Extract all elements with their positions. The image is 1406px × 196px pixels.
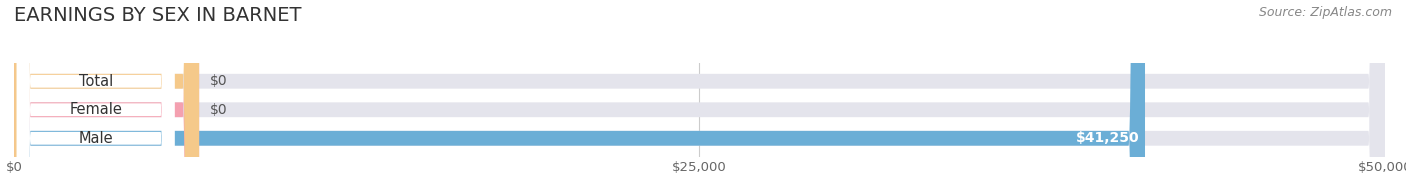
FancyBboxPatch shape — [17, 0, 174, 196]
FancyBboxPatch shape — [14, 0, 1144, 196]
Text: Female: Female — [69, 102, 122, 117]
FancyBboxPatch shape — [14, 0, 200, 196]
Text: $41,250: $41,250 — [1076, 131, 1139, 145]
Text: $0: $0 — [209, 103, 228, 117]
FancyBboxPatch shape — [14, 0, 1385, 196]
Text: Total: Total — [79, 74, 112, 89]
Text: EARNINGS BY SEX IN BARNET: EARNINGS BY SEX IN BARNET — [14, 6, 301, 25]
FancyBboxPatch shape — [17, 0, 174, 196]
Text: Male: Male — [79, 131, 112, 146]
FancyBboxPatch shape — [14, 0, 200, 196]
FancyBboxPatch shape — [17, 0, 174, 196]
Text: Source: ZipAtlas.com: Source: ZipAtlas.com — [1258, 6, 1392, 19]
FancyBboxPatch shape — [14, 0, 1385, 196]
FancyBboxPatch shape — [14, 0, 1385, 196]
Text: $0: $0 — [209, 74, 228, 88]
